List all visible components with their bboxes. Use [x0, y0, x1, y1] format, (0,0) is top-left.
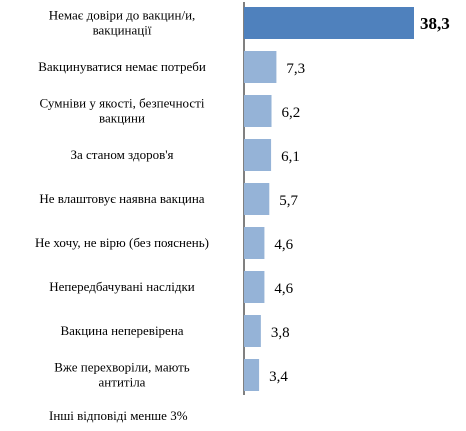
value-label-9: 3,4 [269, 369, 288, 385]
value-label-3: 6,2 [282, 105, 301, 121]
value-label-1: 38,3 [420, 14, 450, 33]
value-label-4: 6,1 [281, 149, 300, 165]
category-label-1: Немає довіри до вакцин/и, вакцинації [49, 8, 196, 38]
bars-group [244, 7, 414, 391]
value-label-6: 4,6 [274, 237, 293, 253]
category-label-4: За станом здоров'я [70, 147, 173, 162]
value-label-7: 4,6 [274, 281, 293, 297]
category-label-6: Не хочу, не вірю (без пояснень) [35, 235, 209, 250]
category-label-line: Вакцинуватися немає потреби [38, 59, 206, 74]
category-label-line: Не влаштовує наявна вакцина [39, 191, 204, 206]
category-label-line: Непередбачувані наслідки [49, 279, 195, 294]
category-label-line: вакцини [99, 111, 145, 126]
category-label-3: Сумніви у якості, безпечності вакцини [40, 96, 205, 126]
value-label-5: 5,7 [279, 193, 298, 209]
category-labels-group: Немає довіри до вакцин/и, вакцинації Вакци… [35, 8, 209, 390]
category-label-line: Вже перехворіли, мають [54, 360, 190, 375]
bar-5 [244, 183, 270, 215]
category-label-8: Вакцина неперевірена [60, 323, 183, 338]
bar-3 [244, 95, 272, 127]
value-label-8: 3,8 [271, 325, 290, 341]
category-label-line: Вакцина неперевірена [60, 323, 183, 338]
category-label-line: Сумніви у якості, безпечності [40, 96, 205, 111]
category-label-line: вакцинації [93, 23, 152, 38]
bar-1 [244, 7, 414, 39]
bar-4 [244, 139, 272, 171]
category-label-line: За станом здоров'я [70, 147, 173, 162]
bar-7 [244, 271, 265, 303]
value-label-2: 7,3 [286, 61, 305, 77]
category-label-line: антитіла [99, 375, 146, 390]
category-label-7: Непередбачувані наслідки [49, 279, 195, 294]
footnote-text: Інші відповіді менше 3% [49, 408, 188, 423]
category-label-5: Не влаштовує наявна вакцина [39, 191, 204, 206]
value-labels-group: 38,3 7,3 6,2 6,1 5,7 4,6 4,6 3,8 3,4 [269, 14, 450, 385]
category-label-line: Не хочу, не вірю (без пояснень) [35, 235, 209, 250]
category-label-9: Вже перехворіли, мають антитіла [54, 360, 190, 390]
category-label-2: Вакцинуватися немає потреби [38, 59, 206, 74]
bar-9 [244, 359, 260, 391]
bar-2 [244, 51, 277, 83]
category-label-line: Немає довіри до вакцин/и, [49, 8, 196, 23]
bar-6 [244, 227, 265, 259]
bar-8 [244, 315, 261, 347]
